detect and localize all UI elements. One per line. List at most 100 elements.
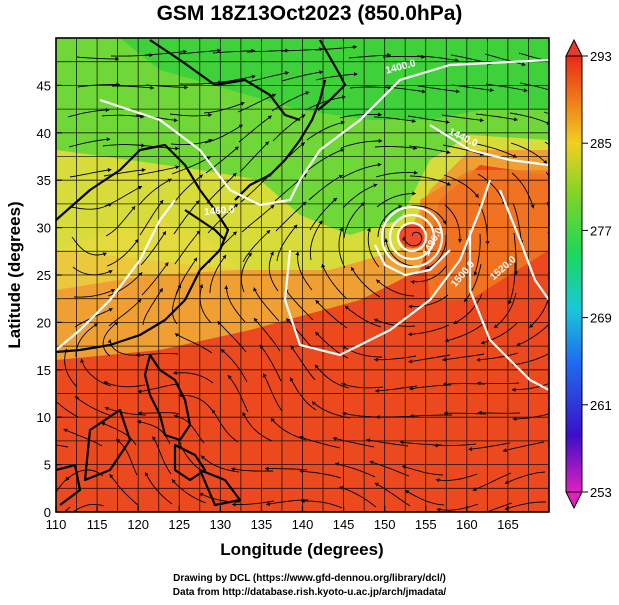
streamline-arrow xyxy=(455,89,460,94)
streamline xyxy=(299,470,342,479)
x-tick-label: 155 xyxy=(415,517,437,532)
streamline-arrow xyxy=(589,93,593,97)
streamline xyxy=(178,394,215,414)
streamline xyxy=(468,442,511,450)
streamline xyxy=(102,321,119,357)
streamline-arrow xyxy=(502,448,507,453)
streamline xyxy=(171,479,207,504)
streamline xyxy=(374,355,417,361)
streamline xyxy=(138,412,181,415)
streamline xyxy=(105,205,136,237)
streamline xyxy=(407,115,450,123)
streamline-arrow xyxy=(485,241,490,245)
streamline-arrow xyxy=(234,203,239,208)
streamline-arrow xyxy=(103,381,108,386)
streamline-arrow xyxy=(259,344,264,349)
streamline-arrow xyxy=(201,455,206,460)
streamline-arrow xyxy=(193,257,198,262)
streamline-arrow xyxy=(333,198,337,202)
streamline-arrow xyxy=(177,284,182,289)
streamline xyxy=(375,385,418,392)
streamline-arrow xyxy=(251,74,256,79)
streamline xyxy=(253,287,280,322)
streamline-arrow xyxy=(402,465,407,469)
streamline xyxy=(281,71,323,82)
streamline-arrow xyxy=(115,56,119,62)
streamline xyxy=(451,84,494,91)
streamline xyxy=(341,163,382,179)
y-tick-label: 45 xyxy=(37,78,51,93)
streamline-arrow xyxy=(529,323,534,328)
streamline-arrow xyxy=(530,204,535,209)
streamline-arrow xyxy=(137,299,142,303)
streamline-arrow xyxy=(562,205,566,209)
streamline xyxy=(253,317,281,352)
streamline xyxy=(73,288,116,298)
streamline xyxy=(297,251,313,291)
streamline-arrow xyxy=(422,89,426,94)
streamline xyxy=(174,230,201,265)
streamline xyxy=(518,52,549,62)
streamline-arrow xyxy=(159,200,164,204)
colorbar-tick-label: 285 xyxy=(590,136,612,151)
streamline xyxy=(227,374,249,413)
streamline-arrow xyxy=(269,251,274,256)
colorbar-tick-label: 253 xyxy=(590,485,612,500)
x-axis-ticks: 110 115 120 125 130 135 140 145 150 155 160 165 xyxy=(46,506,519,532)
streamline xyxy=(65,469,104,482)
streamline xyxy=(339,486,377,508)
x-tick-label: 150 xyxy=(374,517,396,532)
streamline-arrow xyxy=(106,137,111,142)
colorbar-tick-label: 261 xyxy=(590,398,612,413)
streamline xyxy=(473,233,481,276)
streamline-arrow xyxy=(113,321,118,326)
streamline xyxy=(309,197,338,231)
streamline-arrow xyxy=(110,289,115,293)
streamline-arrow xyxy=(144,472,149,477)
streamline-arrow xyxy=(75,396,80,401)
y-axis-label: Latitude (degrees) xyxy=(5,201,24,348)
streamline xyxy=(266,499,308,505)
streamline xyxy=(238,115,272,143)
streamline xyxy=(112,85,154,89)
streamline-arrow xyxy=(299,469,304,474)
streamline-arrow xyxy=(342,345,347,350)
streamline-arrow xyxy=(350,267,355,272)
streamline xyxy=(343,202,365,239)
streamline xyxy=(382,55,426,58)
streamline-arrow xyxy=(295,251,300,256)
streamline-arrow xyxy=(222,254,227,259)
streamline-arrow xyxy=(464,297,468,302)
streamline xyxy=(178,49,221,55)
x-tick-label: 110 xyxy=(46,517,67,532)
streamline-arrow xyxy=(63,428,68,433)
contour-label: 1460.0 xyxy=(204,205,236,219)
streamline-arrow xyxy=(472,487,477,492)
streamline xyxy=(262,373,283,412)
streamline-arrow xyxy=(335,462,340,467)
streamline-arrow xyxy=(556,61,560,65)
streamline xyxy=(475,113,518,121)
streamline-arrow xyxy=(116,82,120,87)
streamline xyxy=(410,205,447,225)
streamline xyxy=(366,439,409,447)
streamline-arrow xyxy=(489,88,494,93)
streamline-arrow xyxy=(174,118,178,123)
streamline xyxy=(241,204,275,233)
streamline xyxy=(375,172,418,178)
streamline-arrow xyxy=(46,390,50,394)
streamline xyxy=(205,146,239,174)
x-tick-label: 125 xyxy=(168,517,190,532)
streamline xyxy=(145,84,188,88)
streamline-arrow xyxy=(35,527,39,531)
streamline-arrow xyxy=(263,373,267,378)
streamline-arrow xyxy=(443,381,447,387)
streamline xyxy=(369,460,410,477)
streamline xyxy=(342,183,378,209)
streamline xyxy=(321,263,347,299)
streamline xyxy=(151,436,172,475)
streamline-arrow xyxy=(164,262,169,267)
streamline xyxy=(476,143,517,158)
colorbar-max-arrow xyxy=(565,38,583,57)
streamline xyxy=(512,413,549,420)
